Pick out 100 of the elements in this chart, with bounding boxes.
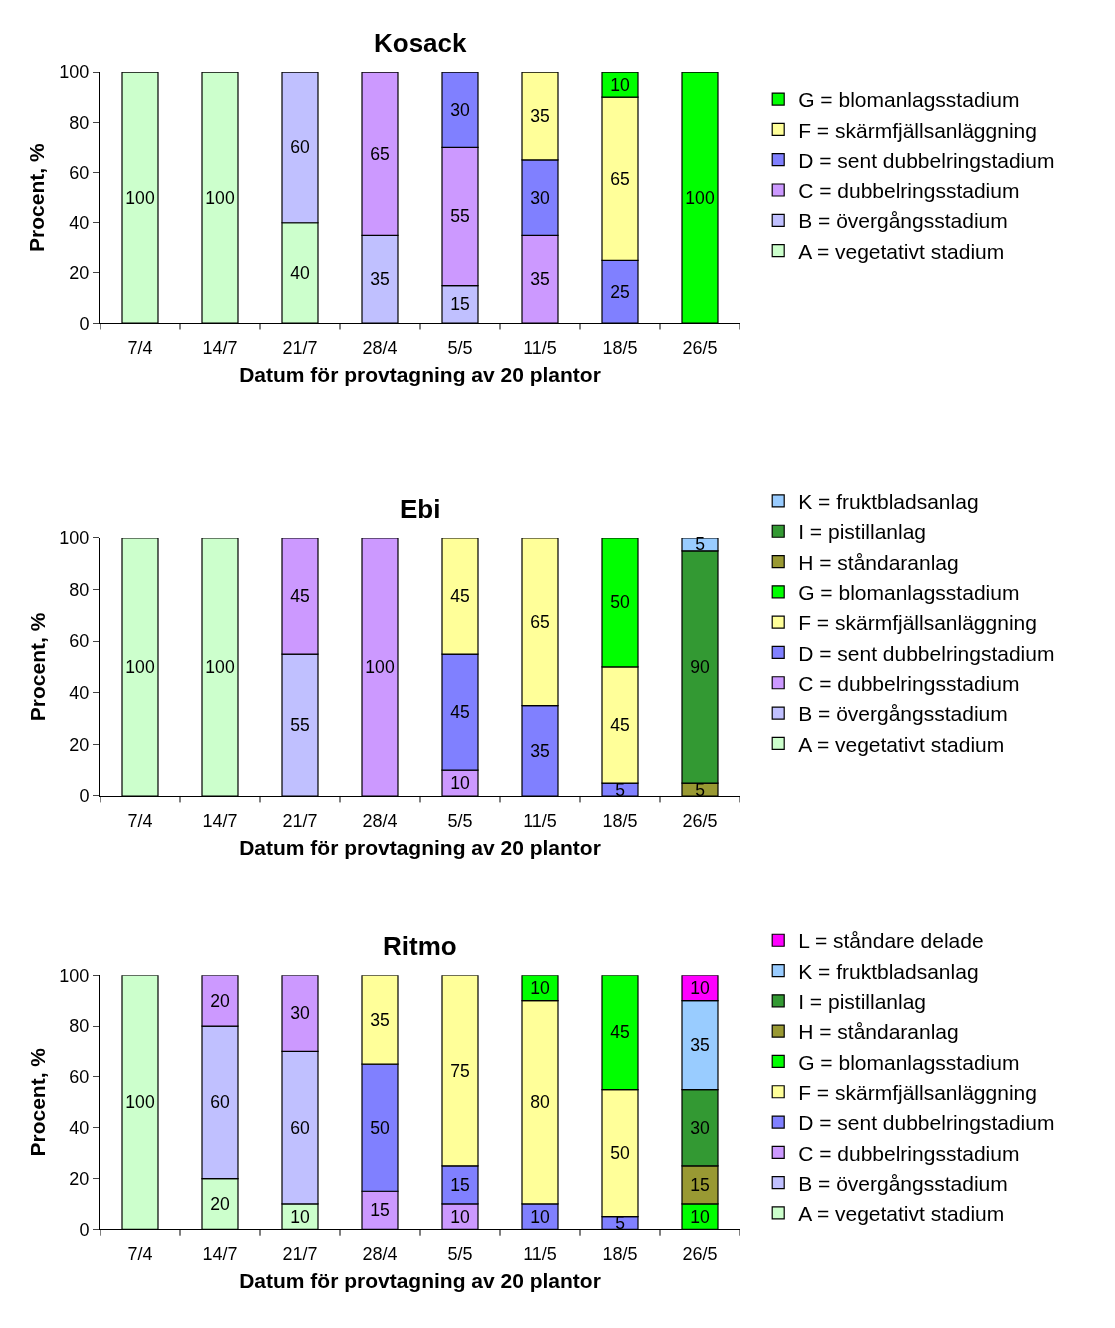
data-label: 15: [450, 294, 470, 315]
x-tick-label: 11/5: [523, 1243, 557, 1264]
data-label: 100: [125, 187, 155, 208]
data-label: 50: [370, 1117, 390, 1138]
data-label: 5: [615, 779, 626, 800]
data-label: 65: [610, 168, 630, 189]
y-axis-title: Procent, %: [25, 612, 49, 722]
x-tick-label: 26/5: [682, 337, 718, 358]
data-label: 5: [695, 534, 706, 555]
x-tick-label: 28/4: [362, 810, 398, 831]
legend-label: L = ståndare delade: [798, 929, 984, 953]
x-tick-label: 7/4: [127, 337, 153, 358]
y-tick-label: 0: [79, 313, 90, 334]
data-label: 10: [610, 74, 630, 95]
y-tick-label: 0: [79, 786, 90, 807]
x-tick-label: 7/4: [127, 810, 153, 831]
x-tick-label: 26/5: [682, 810, 718, 831]
x-tick-label: 7/4: [127, 1243, 153, 1264]
data-label: 30: [690, 1117, 710, 1138]
data-label: 20: [210, 990, 230, 1011]
x-tick-label: 11/5: [523, 810, 557, 831]
data-label: 100: [125, 656, 155, 677]
x-tick-label: 14/7: [202, 1243, 238, 1264]
legend-label: C = dubbelringsstadium: [798, 1141, 1020, 1165]
x-axis-title: Datum för provtagning av 20 plantor: [239, 1269, 601, 1293]
x-tick-label: 21/7: [282, 1243, 318, 1264]
data-label: 100: [205, 656, 235, 677]
x-tick-label: 21/7: [282, 337, 318, 358]
data-label: 10: [450, 773, 470, 794]
legend-label: A = vegetativt stadium: [798, 239, 1005, 263]
legend-label: D = sent dubbelringstadium: [798, 1111, 1055, 1135]
legend-label: I = pistillanlag: [798, 520, 927, 544]
legend-label: C = dubbelringsstadium: [798, 671, 1020, 695]
data-label: 5: [695, 779, 706, 800]
data-label: 20: [210, 1193, 230, 1214]
y-tick-label: 40: [69, 1118, 90, 1139]
data-label: 100: [205, 187, 235, 208]
chart-title: Kosack: [374, 28, 468, 58]
data-label: 35: [370, 269, 390, 290]
data-label: 90: [690, 656, 710, 677]
data-label: 35: [690, 1035, 710, 1056]
x-tick-label: 5/5: [447, 1243, 473, 1264]
data-label: 45: [610, 715, 630, 736]
x-tick-label: 26/5: [682, 1243, 718, 1264]
data-label: 60: [210, 1092, 230, 1113]
data-label: 35: [530, 740, 550, 761]
y-tick-label: 40: [69, 683, 90, 704]
chart-title: Ebi: [400, 494, 441, 524]
data-label: 35: [370, 1009, 390, 1030]
x-tick-label: 18/5: [602, 1243, 638, 1264]
data-label: 75: [450, 1060, 470, 1081]
data-label: 50: [610, 592, 630, 613]
data-label: 45: [610, 1022, 630, 1043]
data-label: 15: [690, 1174, 710, 1195]
legend-label: H = ståndaranlag: [798, 1020, 959, 1044]
data-label: 45: [290, 586, 310, 606]
y-tick-label: 60: [69, 1067, 90, 1088]
y-tick-label: 40: [69, 213, 90, 234]
y-tick-label: 20: [69, 1168, 90, 1189]
data-label: 30: [530, 187, 550, 208]
data-label: 30: [450, 99, 470, 120]
y-tick-label: 0: [79, 1219, 90, 1240]
data-label: 40: [290, 262, 310, 283]
x-tick-label: 14/7: [202, 337, 238, 358]
legend-label: C = dubbelringsstadium: [798, 179, 1020, 203]
x-tick-label: 21/7: [282, 810, 318, 831]
y-tick-label: 60: [69, 162, 90, 183]
data-label: 30: [290, 1003, 310, 1024]
x-tick-label: 28/4: [362, 1243, 398, 1264]
x-tick-label: 11/5: [523, 337, 557, 358]
legend-label: G = blomanlagsstadium: [798, 581, 1020, 605]
y-tick-label: 100: [59, 965, 90, 986]
x-axis-title: Datum för provtagning av 20 plantor: [239, 835, 601, 859]
x-tick-label: 18/5: [602, 810, 638, 831]
y-axis-title: Procent, %: [25, 143, 49, 252]
x-tick-label: 14/7: [202, 810, 238, 831]
data-label: 35: [530, 269, 550, 290]
data-label: 45: [450, 586, 470, 606]
data-label: 60: [290, 137, 310, 158]
y-tick-label: 80: [69, 579, 90, 600]
legend-label: H = ståndaranlag: [798, 550, 959, 574]
x-tick-label: 28/4: [362, 337, 398, 358]
y-axis-title: Procent, %: [25, 1047, 49, 1157]
legend-label: B = övergångsstadium: [798, 702, 1008, 726]
data-label: 55: [290, 715, 310, 736]
legend-label: I = pistillanlag: [798, 990, 927, 1014]
x-tick-label: 18/5: [602, 337, 638, 358]
legend-label: B = övergångsstadium: [798, 209, 1008, 233]
data-label: 100: [365, 656, 395, 677]
legend-label: A = vegetativt stadium: [798, 732, 1005, 756]
y-tick-label: 80: [69, 1016, 90, 1037]
y-tick-label: 20: [69, 734, 90, 755]
y-tick-label: 100: [59, 62, 90, 83]
legend-label: F = skärmfjällsanläggning: [798, 611, 1037, 635]
legend-label: D = sent dubbelringstadium: [798, 148, 1055, 172]
x-axis-title: Datum för provtagning av 20 plantor: [239, 363, 601, 387]
legend-label: B = övergångsstadium: [798, 1171, 1008, 1195]
data-label: 65: [530, 611, 550, 632]
data-label: 15: [370, 1200, 390, 1221]
data-label: 60: [290, 1117, 310, 1138]
